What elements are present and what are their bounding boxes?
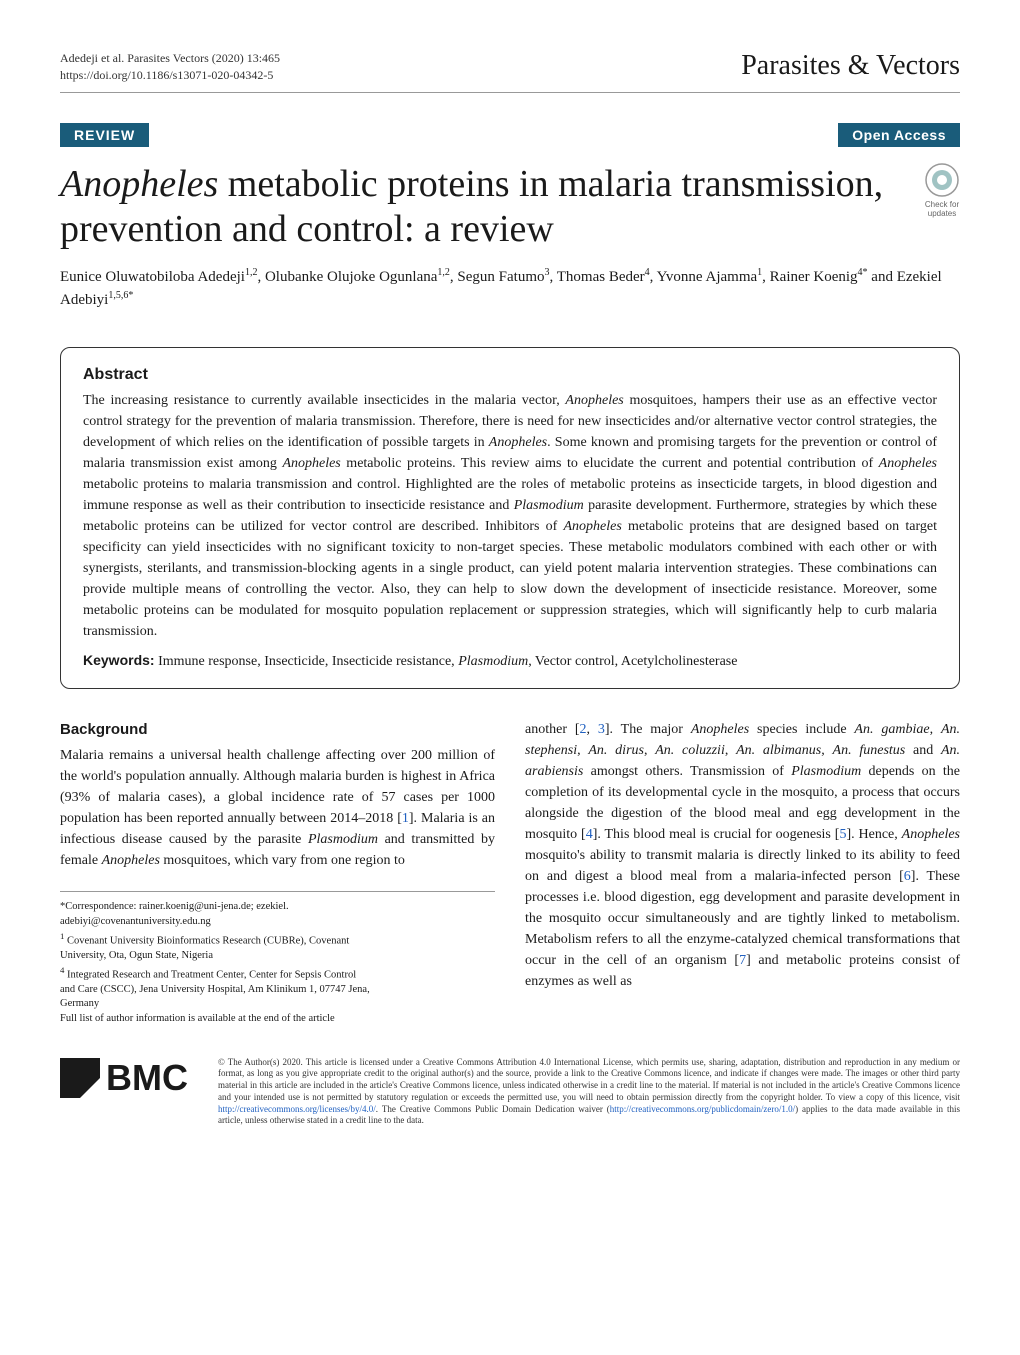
corr-line-1: *Correspondence: rainer.koenig@uni-jena.…: [60, 900, 495, 915]
license-link-2[interactable]: http://creativecommons.org/publicdomain/…: [610, 1104, 795, 1114]
license-text: © The Author(s) 2020. This article is li…: [218, 1057, 960, 1127]
col1-text: Malaria remains a universal health chall…: [60, 745, 495, 871]
bmc-square-icon: [60, 1058, 100, 1098]
title-italic: Anopheles: [60, 163, 218, 205]
keywords-label: Keywords:: [83, 652, 155, 668]
ref-link-4[interactable]: 4: [586, 827, 593, 842]
license-link-1[interactable]: http://creativecommons.org/licenses/by/4…: [218, 1104, 376, 1114]
ref-link-3[interactable]: 3: [598, 722, 605, 737]
author-list: Eunice Oluwatobiloba Adedeji1,2, Olubank…: [60, 265, 960, 312]
body-columns: Background Malaria remains a universal h…: [60, 719, 960, 1027]
corr-line-8: Full list of author information is avail…: [60, 1012, 495, 1027]
check-updates-line1: Check for: [924, 200, 960, 209]
ref-link-6[interactable]: 6: [904, 869, 911, 884]
corr-line-6: and Care (CSCC), Jena University Hospita…: [60, 983, 495, 998]
article-title: Anopheles metabolic proteins in malaria …: [60, 162, 924, 253]
bmc-logo: BMC: [60, 1057, 188, 1099]
abstract-box: Abstract The increasing resistance to cu…: [60, 347, 960, 689]
page-footer: BMC © The Author(s) 2020. This article i…: [60, 1057, 960, 1127]
check-updates-line2: updates: [924, 209, 960, 218]
ref-link-5[interactable]: 5: [839, 827, 846, 842]
citation-line-2: https://doi.org/10.1186/s13071-020-04342…: [60, 67, 280, 84]
corr-line-2: adebiyi@covenantuniversity.edu.ng: [60, 915, 495, 930]
article-type-row: REVIEW Open Access: [60, 123, 960, 147]
keywords-line: Keywords: Immune response, Insecticide, …: [83, 652, 937, 670]
journal-name: Parasites & Vectors: [741, 50, 960, 82]
open-access-badge: Open Access: [838, 123, 960, 147]
left-column: Background Malaria remains a universal h…: [60, 719, 495, 1027]
check-updates-badge[interactable]: Check for updates: [924, 162, 960, 218]
correspondence-block: *Correspondence: rainer.koenig@uni-jena.…: [60, 891, 495, 1027]
right-column: another [2, 3]. The major Anopheles spec…: [525, 719, 960, 1027]
ref-link-7[interactable]: 7: [739, 953, 746, 968]
bmc-text: BMC: [106, 1057, 188, 1099]
check-updates-icon: [924, 162, 960, 198]
corr-line-5: 4 Integrated Research and Treatment Cent…: [60, 964, 495, 983]
abstract-heading: Abstract: [83, 366, 937, 384]
title-row: Anopheles metabolic proteins in malaria …: [60, 162, 960, 253]
page-header: Adedeji et al. Parasites Vectors (2020) …: [60, 50, 960, 93]
background-heading: Background: [60, 719, 495, 742]
abstract-text: The increasing resistance to currently a…: [83, 390, 937, 642]
citation-block: Adedeji et al. Parasites Vectors (2020) …: [60, 50, 280, 84]
ref-link-1[interactable]: 1: [402, 811, 409, 826]
corr-line-4: University, Ota, Ogun State, Nigeria: [60, 949, 495, 964]
ref-link-2[interactable]: 2: [580, 722, 587, 737]
corr-line-7: Germany: [60, 997, 495, 1012]
citation-line-1: Adedeji et al. Parasites Vectors (2020) …: [60, 50, 280, 67]
corr-line-3: 1 Covenant University Bioinformatics Res…: [60, 930, 495, 949]
review-badge: REVIEW: [60, 123, 149, 147]
keywords-text: Immune response, Insecticide, Insecticid…: [155, 654, 738, 669]
col2-text: another [2, 3]. The major Anopheles spec…: [525, 719, 960, 992]
